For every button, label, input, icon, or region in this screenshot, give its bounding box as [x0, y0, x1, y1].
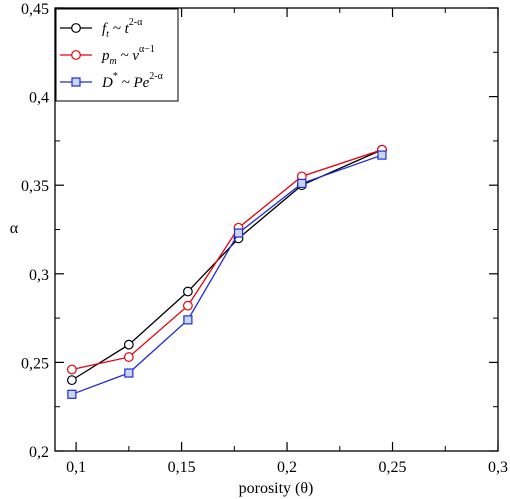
series-1 — [66, 144, 387, 375]
series-0 — [66, 144, 387, 386]
data-point — [67, 389, 77, 399]
legend-entry-0: ft ~ t2-α — [60, 17, 143, 40]
data-point — [123, 339, 134, 350]
data-point — [66, 375, 77, 386]
legend-swatch-marker — [71, 77, 81, 87]
legend: ft ~ t2-α pm ~ vα−1 D* ~ Pe2-α — [55, 8, 179, 102]
data-point — [183, 315, 193, 325]
data-point — [377, 150, 387, 160]
y-axis-title: α — [10, 220, 19, 237]
y-tick-label: 0,3 — [29, 267, 49, 284]
data-point — [66, 364, 77, 375]
legend-swatch-marker — [71, 23, 81, 33]
y-tick-label: 0,4 — [29, 90, 49, 107]
y-tick-label: 0,35 — [21, 178, 49, 195]
data-point — [182, 300, 193, 311]
series-layer — [66, 144, 387, 399]
legend-entry-1: pm ~ vα−1 — [60, 44, 155, 67]
data-point — [182, 286, 193, 297]
y-tick-label: 0,25 — [21, 355, 49, 372]
series-2 — [67, 150, 387, 399]
series-line — [71, 154, 383, 395]
series-line — [71, 149, 383, 371]
y-tick-label: 0,45 — [21, 1, 49, 18]
legend-label: ft ~ t2-α — [102, 17, 143, 40]
x-tick-label: 0,25 — [379, 459, 407, 476]
legend-label: D* ~ Pe2-α — [101, 71, 164, 91]
x-tick-label: 0,2 — [277, 459, 297, 476]
series-line — [71, 149, 383, 381]
x-tick-label: 0,3 — [488, 459, 508, 476]
data-point — [123, 352, 134, 362]
y-tick-label: 0,2 — [29, 444, 49, 461]
x-axis-title: porosity (θ) — [239, 480, 314, 497]
axis-ticks: 0,1 0,15 0,2 0,25 0,3 0,2 0,25 0,3 0,35 0,4 0,45 — [21, 1, 508, 476]
legend-swatch-marker — [71, 50, 81, 60]
data-point — [297, 178, 307, 189]
x-tick-label: 0,15 — [168, 459, 196, 476]
x-tick-label: 0,1 — [66, 459, 86, 476]
legend-entry-2: D* ~ Pe2-α — [60, 71, 164, 91]
legend-label: pm ~ vα−1 — [101, 44, 155, 67]
data-point — [233, 228, 244, 238]
data-point — [124, 368, 134, 378]
